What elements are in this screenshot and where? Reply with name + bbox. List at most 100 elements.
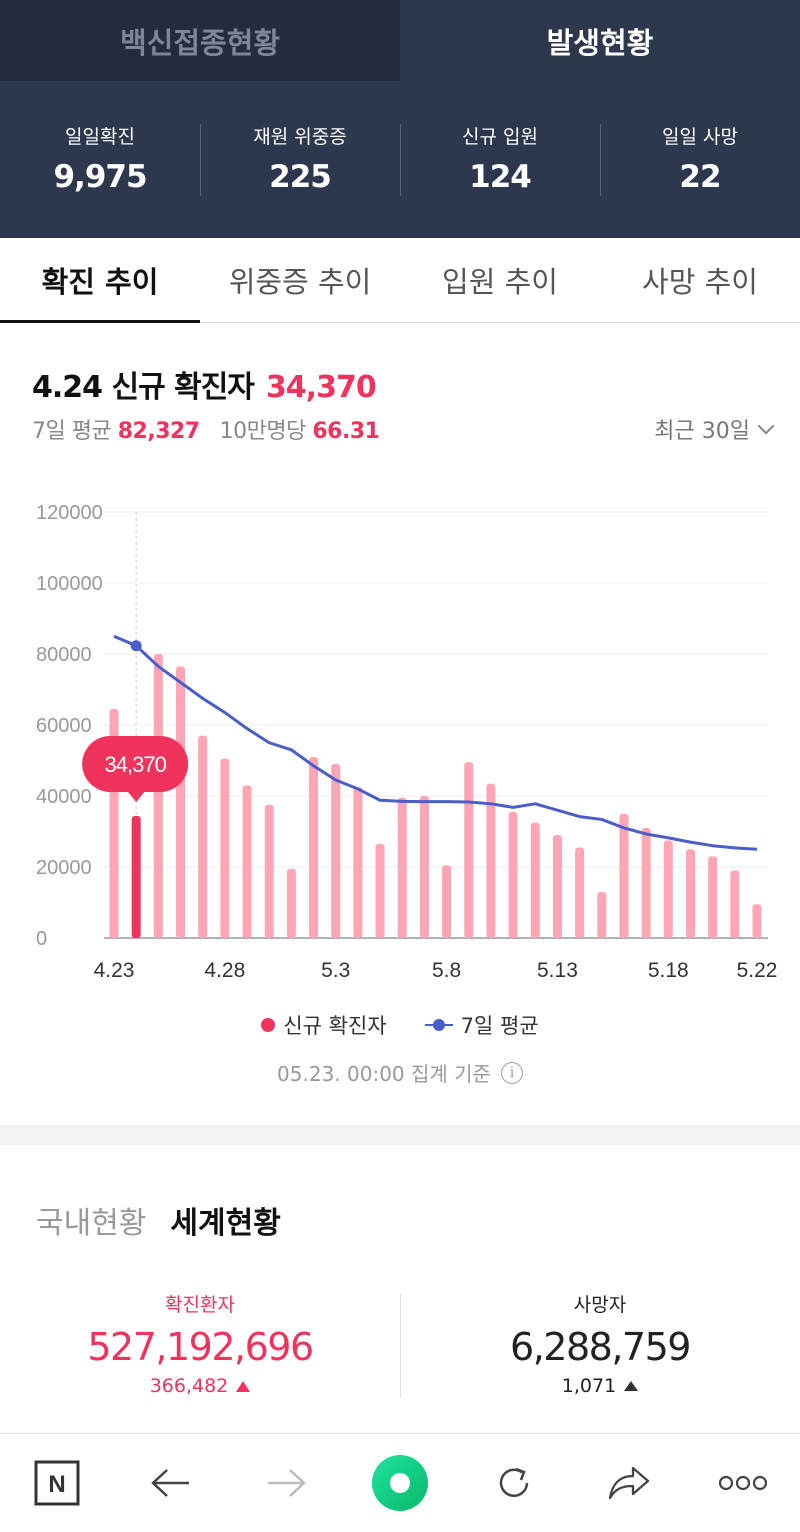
bar: [486, 783, 496, 938]
delta-value: 1,071: [561, 1375, 617, 1397]
x-tick-label: 5.22: [737, 959, 778, 982]
stat-value: 22: [679, 158, 721, 195]
avg-line: [113, 634, 758, 851]
avg-label: 7일 평균: [32, 419, 112, 444]
bar: [575, 847, 585, 938]
bar: [508, 811, 518, 938]
stat-daily-confirmed: 일일확진 9,975: [0, 122, 200, 198]
stat-value: 225: [269, 158, 332, 195]
naver-home-icon[interactable]: N: [22, 1448, 92, 1518]
bar: [442, 865, 452, 938]
bar: [331, 764, 341, 938]
bottom-nav: N: [0, 1433, 800, 1532]
bar: [353, 787, 363, 938]
bar: [552, 835, 562, 938]
bar: [464, 762, 474, 938]
forward-arrow-icon[interactable]: [251, 1448, 321, 1518]
tab-critical-trend[interactable]: 위중증 추이: [228, 265, 372, 299]
bar: [242, 785, 252, 938]
x-tick-label: 5.8: [432, 959, 461, 982]
bar: [419, 796, 429, 938]
section-divider: [0, 1125, 800, 1145]
bar: [752, 904, 762, 938]
confirmed-trend-chart[interactable]: 120000 100000 80000 60000 40000 20000 0 4.23 4.…: [0, 480, 800, 990]
world-deaths-delta: 1,071: [561, 1375, 639, 1397]
world-deaths-label: 사망자: [573, 1294, 627, 1316]
y-tick-label: 80000: [36, 644, 92, 666]
tooltip-pointer: [127, 790, 146, 802]
info-icon[interactable]: i: [500, 1061, 523, 1084]
bar: [198, 735, 208, 938]
bar: [131, 815, 141, 938]
legend-line-label: 7일 평균: [460, 1014, 539, 1038]
avg-value: 82,327: [117, 419, 200, 444]
basis-text: 05.23. 00:00 집계 기준: [277, 1062, 491, 1086]
bar: [597, 891, 607, 938]
y-tick-label: 120000: [36, 502, 103, 524]
avg-point: [130, 640, 142, 652]
stat-label: 재원 위중증: [253, 125, 347, 148]
tab-death-trend[interactable]: 사망 추이: [642, 265, 758, 299]
tooltip-value: 34,370: [105, 752, 167, 777]
top-tabs: 백신접종현황 발생현황: [0, 0, 800, 81]
x-tick-label: 5.18: [648, 959, 689, 982]
region-tabs: 국내현황 세계현황: [36, 1198, 281, 1242]
tab-world[interactable]: 세계현황: [170, 1206, 281, 1241]
bar: [397, 797, 407, 938]
world-confirmed-value: 527,192,696: [87, 1325, 314, 1369]
data-basis: 05.23. 00:00 집계 기준 i: [0, 1058, 800, 1087]
more-icon[interactable]: [708, 1448, 778, 1518]
back-arrow-icon[interactable]: [136, 1448, 206, 1518]
world-confirmed-delta: 366,482: [150, 1375, 251, 1397]
headline-value: 34,370: [265, 370, 377, 405]
stat-label: 신규 입원: [462, 125, 538, 148]
bar: [530, 822, 540, 938]
chart-subline: 7일 평균 82,327 10만명당 66.31: [32, 413, 380, 445]
world-deaths-value: 6,288,759: [510, 1325, 691, 1369]
bar: [153, 654, 163, 938]
stat-label: 일일 사망: [662, 125, 738, 148]
headline-date-label: 4.24 신규 확진자: [32, 370, 255, 405]
bar: [708, 856, 718, 938]
reload-icon[interactable]: [479, 1448, 549, 1518]
stats-panel: 일일확진 9,975 재원 위중증 225 신규 입원 124 일일 사망 22: [0, 81, 800, 238]
bar: [220, 758, 230, 938]
y-tick-label: 60000: [36, 715, 92, 737]
svg-text:N: N: [48, 1471, 65, 1498]
range-dropdown[interactable]: 최근 30일: [654, 413, 775, 445]
legend-bar-label: 신규 확진자: [283, 1014, 387, 1038]
y-tick-label: 20000: [36, 857, 92, 879]
tab-domestic[interactable]: 국내현황: [36, 1206, 147, 1241]
legend-7day-avg: 7일 평균: [424, 1010, 539, 1040]
x-tick-label: 5.3: [321, 959, 350, 982]
legend-line-icon: [424, 1018, 453, 1032]
world-confirmed-label: 확진환자: [165, 1294, 235, 1316]
tab-vaccination[interactable]: 백신접종현황: [0, 0, 400, 81]
bar: [309, 756, 319, 938]
tab-outbreak[interactable]: 발생현황: [400, 0, 800, 81]
stat-value: 9,975: [53, 158, 147, 195]
tab-confirmed-trend[interactable]: 확진 추이: [0, 238, 200, 323]
legend-dot-icon: [261, 1018, 276, 1032]
legend-new-confirmed: 신규 확진자: [261, 1010, 387, 1040]
bar: [730, 870, 740, 938]
delta-value: 366,482: [149, 1375, 229, 1397]
x-tick-label: 4.23: [94, 959, 135, 982]
range-label: 최근 30일: [654, 419, 750, 444]
stat-new-admission: 신규 입원 124: [400, 122, 600, 198]
per-label: 10만명당: [219, 419, 307, 444]
tab-admission-trend[interactable]: 입원 추이: [442, 265, 558, 299]
stat-daily-deaths: 일일 사망 22: [600, 122, 800, 198]
stat-critical: 재원 위중증 225: [200, 122, 400, 198]
stat-label: 일일확진: [65, 125, 135, 148]
chevron-down-icon: [757, 417, 775, 435]
up-triangle-icon: [236, 1380, 251, 1392]
bar: [286, 868, 296, 938]
world-stats: 확진환자 527,192,696 366,482 사망자 6,288,759 1…: [0, 1290, 800, 1400]
green-window-icon[interactable]: [365, 1448, 435, 1518]
world-deaths: 사망자 6,288,759 1,071: [400, 1290, 800, 1400]
bar: [641, 827, 651, 938]
bar: [685, 849, 695, 938]
up-triangle-icon: [624, 1381, 639, 1391]
share-icon[interactable]: [594, 1448, 664, 1518]
